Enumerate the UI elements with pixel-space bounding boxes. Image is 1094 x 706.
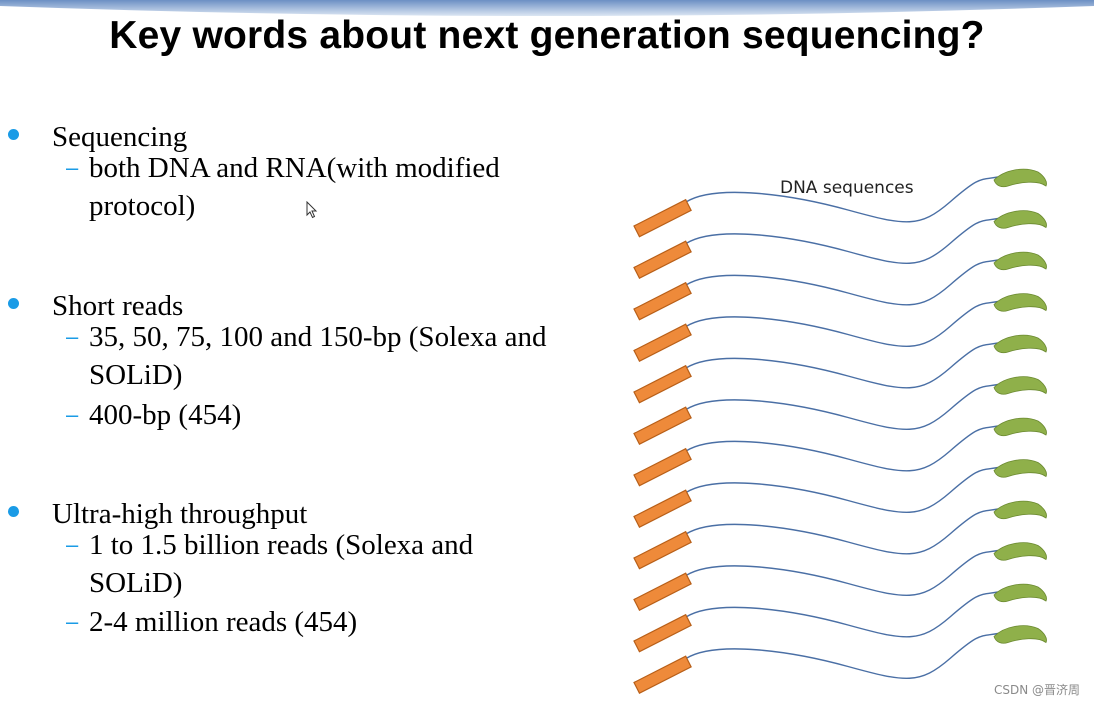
strand-line — [685, 632, 999, 680]
top-decorative-band — [0, 0, 1094, 16]
strand-line — [685, 259, 999, 306]
dna-strand — [633, 583, 1047, 653]
bullet-dot — [8, 129, 19, 140]
sub-bullet: – 2-4 million reads (454) — [66, 603, 546, 643]
slide-title: Key words about next generation sequenci… — [109, 14, 985, 57]
dna-strand — [633, 293, 1047, 362]
strand-line — [685, 342, 999, 389]
strand-line — [685, 300, 999, 348]
right-adapter — [993, 293, 1047, 312]
right-adapter — [993, 168, 1047, 188]
left-adapter — [633, 613, 692, 653]
right-adapter — [993, 583, 1047, 603]
dna-strand — [633, 417, 1047, 487]
right-adapter — [993, 417, 1047, 437]
sub-bullet: – 400-bp (454) — [66, 396, 546, 436]
dna-strand — [633, 210, 1047, 279]
left-adapter — [633, 323, 692, 362]
left-adapter — [633, 240, 692, 279]
strand-line — [685, 508, 999, 555]
strand-line — [685, 591, 999, 638]
dash-marker: – — [66, 324, 79, 349]
strand-line — [685, 383, 999, 431]
left-adapter — [633, 655, 692, 694]
strand-line — [685, 425, 999, 472]
right-adapter — [993, 500, 1047, 520]
sub-bullet: – 1 to 1.5 billion reads (Solexa and SOL… — [66, 526, 546, 606]
right-adapter — [993, 376, 1047, 395]
mouse-cursor-icon — [306, 201, 318, 219]
bullet-label: Sequencing — [52, 121, 188, 153]
sub-bullet-text: 400-bp (454) — [89, 399, 242, 431]
dash-marker: – — [66, 155, 79, 180]
sub-bullet: – 35, 50, 75, 100 and 150-bp (Solexa and… — [66, 318, 547, 398]
dna-strand — [633, 334, 1047, 404]
left-adapter — [633, 198, 692, 238]
sub-bullet-text: 1 to 1.5 billion reads (Solexa and SOLiD… — [89, 529, 474, 599]
dna-sequences-diagram: DNA sequences — [633, 168, 1047, 694]
left-adapter — [633, 572, 692, 611]
dna-strand — [633, 459, 1047, 528]
right-adapter — [993, 334, 1047, 354]
strand-line — [685, 466, 999, 514]
bullet-label: Ultra-high throughput — [52, 498, 308, 530]
right-adapter — [993, 251, 1047, 271]
dash-marker: – — [66, 532, 79, 557]
dash-marker: – — [66, 609, 79, 634]
dna-strand — [633, 542, 1047, 611]
dna-strand — [633, 376, 1047, 445]
left-adapter — [633, 530, 692, 570]
right-adapter — [993, 542, 1047, 561]
dash-marker: – — [66, 402, 79, 427]
dna-strand — [633, 168, 1047, 238]
strand-line — [685, 176, 999, 223]
dna-strand — [633, 625, 1047, 694]
left-adapter — [633, 364, 692, 404]
dna-strand — [633, 251, 1047, 321]
strand-line — [685, 549, 999, 597]
left-adapter — [633, 281, 692, 321]
sub-bullet-text: 2-4 million reads (454) — [89, 606, 358, 638]
sub-bullet: – both DNA and RNA(with modified protoco… — [66, 149, 546, 229]
left-adapter — [633, 489, 692, 528]
sub-bullet-text: 35, 50, 75, 100 and 150-bp (Solexa and S… — [89, 321, 547, 391]
bullet-dot — [8, 298, 19, 309]
bullet-label: Short reads — [52, 290, 184, 322]
left-adapter — [633, 447, 692, 487]
diagram-label: DNA sequences — [780, 178, 914, 198]
right-adapter — [993, 459, 1047, 478]
right-adapter — [993, 625, 1047, 644]
bullet-dot — [8, 506, 19, 517]
strand-line — [685, 217, 999, 265]
watermark: CSDN @晋济周 — [993, 683, 1080, 697]
dna-strand — [633, 500, 1047, 570]
sub-bullet-text: both DNA and RNA(with modified protocol) — [89, 152, 500, 222]
left-adapter — [633, 406, 692, 445]
right-adapter — [993, 210, 1047, 229]
